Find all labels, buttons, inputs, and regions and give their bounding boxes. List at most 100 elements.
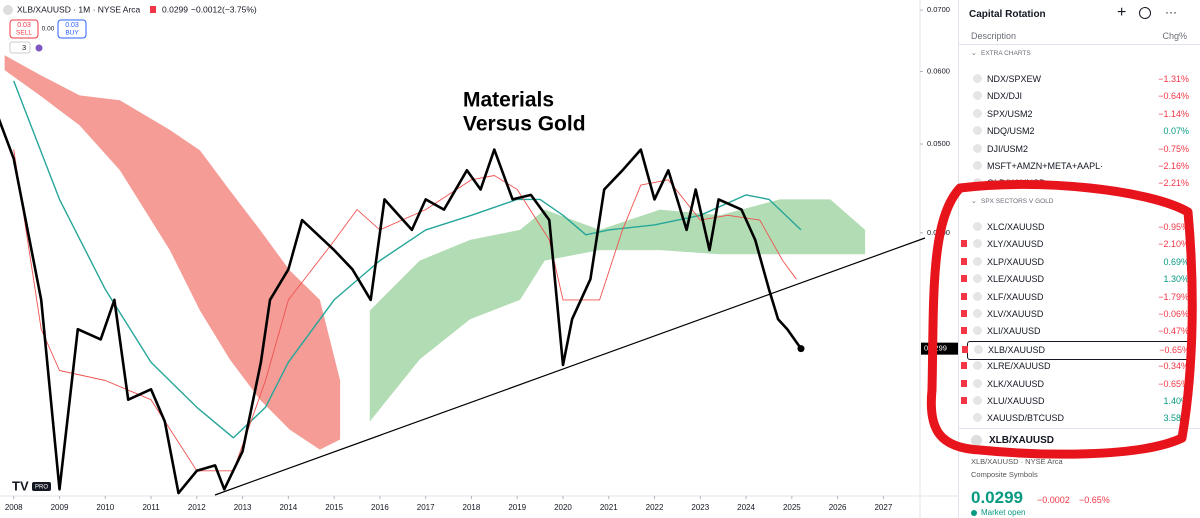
watch-row[interactable]: NDX/SPXEW −1.31% xyxy=(967,71,1193,88)
symbol-icon xyxy=(973,274,982,284)
legend-change: −0.0012 xyxy=(191,4,222,14)
details-change: −0.0002 xyxy=(1037,495,1070,505)
section-caret: ⌄ xyxy=(971,50,977,57)
details-exchange: XLB/XAUUSD · NYSE Arca xyxy=(971,457,1063,466)
cloud xyxy=(4,55,341,450)
buy-button[interactable] xyxy=(57,19,87,39)
watch-row[interactable]: XLY/XAUUSD −2.10% xyxy=(961,236,1193,253)
row-symbol: XLY/XAUUSD xyxy=(987,239,1044,250)
flag xyxy=(961,275,967,283)
symbol-icon xyxy=(974,344,983,354)
row-change: −1.79% xyxy=(1158,291,1189,302)
watch-row[interactable]: NDX/DJI −0.64% xyxy=(967,88,1193,105)
logo: TV xyxy=(12,478,29,493)
y-tick-label: 0.0600 xyxy=(927,66,950,75)
watch-row[interactable]: XLC/XAUUSD −0.95% xyxy=(967,219,1193,236)
logo-badge xyxy=(32,482,51,491)
row-change: 0.07% xyxy=(1163,126,1189,137)
symbol-icon xyxy=(973,161,982,170)
watch-row[interactable]: XLI/XAUUSD −0.47% xyxy=(961,323,1193,340)
symbol-icon xyxy=(973,222,982,231)
watch-row[interactable]: XLP/XAUUSD 0.69% xyxy=(961,254,1193,271)
x-tick-label: 2013 xyxy=(234,503,252,512)
watch-row[interactable]: XLRE/XAUUSD −0.34% xyxy=(961,358,1193,375)
row-symbol: XLI/XAUUSD xyxy=(987,326,1041,337)
buy-price: 0.03 xyxy=(65,22,79,29)
watch-row[interactable]: XLB/XAUUSD −0.65% xyxy=(962,340,1195,360)
legend-price: 0.0299 xyxy=(162,4,188,14)
x-tick-label: 2020 xyxy=(554,503,572,512)
row-change: −0.34% xyxy=(1158,361,1189,372)
x-tick-label: 2017 xyxy=(417,503,435,512)
row-symbol: MSFT+AMZN+META+AAPL· xyxy=(987,161,1104,171)
x-tick-label: 2024 xyxy=(737,503,755,512)
symbol-icon xyxy=(973,91,982,101)
row-symbol: XLRE/XAUUSD xyxy=(987,361,1051,372)
symbol-icon xyxy=(3,5,13,15)
symbol-icon xyxy=(973,413,982,423)
symbol-icon xyxy=(973,326,982,336)
row-symbol: XLF/XAUUSD xyxy=(987,291,1044,302)
watch-row[interactable]: MSFT+AMZN+META+AAPL· −2.16% xyxy=(967,158,1193,175)
divider xyxy=(959,44,1200,45)
watch-row[interactable]: XLF/XAUUSD −1.79% xyxy=(961,289,1193,306)
flag xyxy=(961,327,967,335)
watch-row[interactable]: XLE/XAUUSD 1.30% xyxy=(961,271,1193,288)
legend-change-pct: (−3.75%) xyxy=(222,4,257,14)
row-symbol: DJI/USM2 xyxy=(987,143,1029,154)
watch-row[interactable]: XLV/XAUUSD −0.06% xyxy=(961,306,1193,323)
row-change: −1.31% xyxy=(1158,74,1189,84)
section-header: EXTRA CHARTS xyxy=(981,50,1031,57)
flag xyxy=(961,292,967,300)
symbol-icon xyxy=(973,361,982,371)
annotation: Materials xyxy=(463,89,554,112)
sell-button[interactable] xyxy=(9,19,39,39)
watch-row[interactable]: NDQ/USM2 0.07% xyxy=(967,123,1193,140)
watch-row[interactable]: SPX/USM2 −1.14% xyxy=(967,106,1193,123)
legend-symbol: XLB/XAUUSD · 1M · NYSE Arca xyxy=(17,4,141,14)
flag xyxy=(962,345,968,353)
chart-button[interactable] xyxy=(1139,7,1151,19)
menu-button[interactable]: ··· xyxy=(1165,5,1177,19)
symbol-icon xyxy=(973,239,982,249)
flag xyxy=(961,310,967,317)
watermark: PRO xyxy=(35,485,48,491)
add-button[interactable]: + xyxy=(1117,4,1127,21)
row-change: −1.14% xyxy=(1158,108,1189,119)
row-change: 1.40% xyxy=(1163,396,1189,406)
row-change: −2.21% xyxy=(1158,178,1189,189)
row-change: 0.69% xyxy=(1163,256,1189,267)
indicators-toggle[interactable] xyxy=(9,41,31,54)
symbol-icon xyxy=(973,126,982,136)
column-description: Description xyxy=(971,31,1017,41)
watchlist-title[interactable]: Capital Rotation xyxy=(969,9,1046,20)
symbol-icon xyxy=(973,256,982,266)
row-symbol: XAUUSD/BTCUSD xyxy=(987,413,1065,424)
x-tick-label: 2021 xyxy=(600,503,618,512)
buy-label: BUY xyxy=(65,30,79,37)
y-tick-label: 0.0500 xyxy=(927,139,950,148)
row-symbol: OLD/XAUUSD xyxy=(987,178,1046,189)
row-symbol: SPX/USM2 xyxy=(987,108,1033,119)
price-line xyxy=(13,80,802,439)
row-symbol: NDQ/USM2 xyxy=(987,126,1035,137)
details-kind: Composite Symbols xyxy=(971,470,1038,479)
row-change: −0.06% xyxy=(1158,309,1189,319)
row-change: −0.47% xyxy=(1158,326,1189,337)
symbol-icon xyxy=(973,74,982,83)
watch-row[interactable]: OLD/XAUUSD −2.21% xyxy=(967,175,1193,192)
watch-row[interactable]: DJI/USM2 −0.75% xyxy=(967,141,1193,158)
x-tick-label: 2023 xyxy=(691,503,709,512)
section-caret: ⌄ xyxy=(971,198,977,205)
watch-row[interactable]: XLK/XAUUSD −0.65% xyxy=(961,376,1193,393)
flag xyxy=(961,362,967,370)
watch-row[interactable]: XAUUSD/BTCUSD 3.58% xyxy=(967,410,1193,427)
row-symbol: XLP/XAUUSD xyxy=(987,256,1045,267)
chart: 2008 2009 2010 2011 2012 2013 2014 2015 2016 2017… xyxy=(0,0,958,518)
price-tag-label: 0.0299 xyxy=(924,344,947,353)
x-tick-label: 2026 xyxy=(829,503,847,512)
x-tick-label: 2027 xyxy=(874,503,892,512)
flag xyxy=(961,379,967,387)
watch-row[interactable]: XLU/XAUUSD 1.40% xyxy=(961,393,1193,410)
